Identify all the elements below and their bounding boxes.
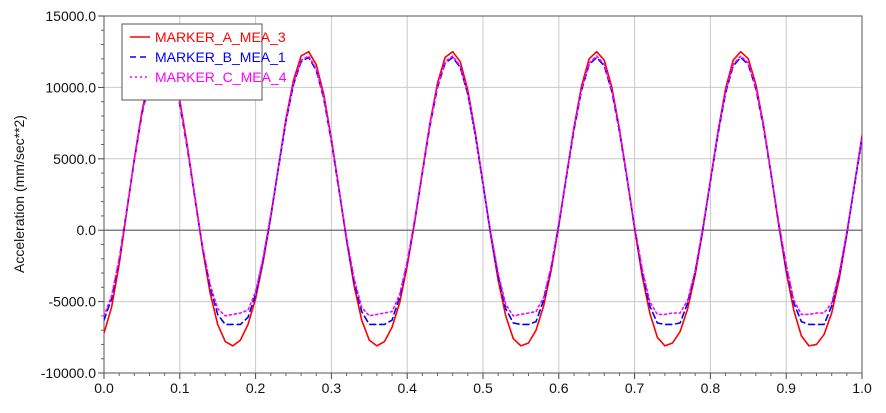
legend-label-2: MARKER_B_MEA_1 — [155, 49, 286, 65]
y-tick-label: 15000.0 — [45, 8, 96, 24]
x-tick-label: 1.0 — [852, 380, 872, 396]
y-tick-label: -10000.0 — [41, 365, 96, 381]
x-tick-label: 0.9 — [776, 380, 796, 396]
series-layer — [104, 50, 862, 347]
plot-frame — [103, 15, 863, 374]
x-tick-label: 0.1 — [170, 380, 190, 396]
axis-layer: 0.0 0.1 0.2 0.3 0.4 0.5 0.6 0.7 0.8 0.9 1.0 -10000.… — [41, 8, 872, 396]
legend: MARKER_A_MEA_3 MARKER_B_MEA_1 MARKER_C_MEA… — [121, 23, 287, 101]
y-tick-label: 0.0 — [77, 222, 97, 238]
x-tick-label: 0.7 — [625, 380, 645, 396]
series-line-3 — [104, 55, 862, 317]
y-tick-label: 10000.0 — [45, 79, 96, 95]
x-tick-label: 0.3 — [322, 380, 342, 396]
series-line-2 — [104, 56, 862, 326]
x-tick-label: 0.2 — [246, 380, 266, 396]
x-tick-label: 0.5 — [473, 380, 493, 396]
legend-label-3: MARKER_C_MEA_4 — [155, 69, 287, 85]
y-tick-label: -5000.0 — [49, 294, 97, 310]
y-tick-label: 5000.0 — [53, 151, 96, 167]
x-tick-label: 0.0 — [94, 380, 114, 396]
y-axis-title: Acceleration (mm/sec**2) — [11, 115, 27, 273]
x-tick-label: 0.6 — [549, 380, 569, 396]
x-tick-label: 0.8 — [701, 380, 721, 396]
x-tick-label: 0.4 — [397, 380, 417, 396]
legend-label-1: MARKER_A_MEA_3 — [155, 29, 286, 45]
